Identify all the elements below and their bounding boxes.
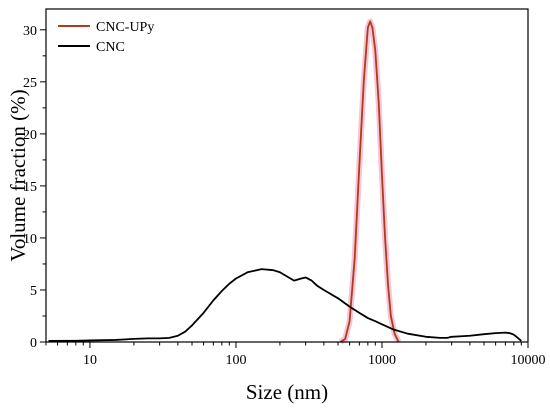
y-tick-label-20: 20 (23, 128, 37, 143)
y-tick-label-25: 25 (23, 76, 37, 91)
legend-label-cnc: CNC (96, 40, 125, 55)
legend: CNC-UPy CNC (58, 20, 154, 55)
series-line-cnc-upy (340, 20, 400, 343)
x-axis-label: Size (nm) (246, 380, 328, 404)
y-tick-label-15: 15 (23, 180, 37, 195)
ticks-layer: 10 100 1000 10000 0 5 10 15 20 25 30 (23, 24, 546, 368)
x-tick-label-100: 100 (225, 353, 246, 368)
x-tick-label-1000: 1000 (368, 353, 396, 368)
y-tick-label-30: 30 (23, 24, 37, 39)
y-axis-label: Volume fraction (%) (6, 89, 30, 261)
y-tick-label-0: 0 (30, 336, 37, 351)
plot-frame (45, 8, 529, 343)
y-tick-label-10: 10 (23, 232, 37, 247)
x-tick-label-10: 10 (83, 353, 97, 368)
y-tick-label-5: 5 (30, 284, 37, 299)
series-line-cnc (48, 268, 522, 342)
x-tick-label-10000: 10000 (511, 353, 546, 368)
legend-label-cnc-upy: CNC-UPy (96, 20, 154, 35)
series-layer (48, 18, 522, 345)
series-glow-0 (338, 18, 402, 345)
